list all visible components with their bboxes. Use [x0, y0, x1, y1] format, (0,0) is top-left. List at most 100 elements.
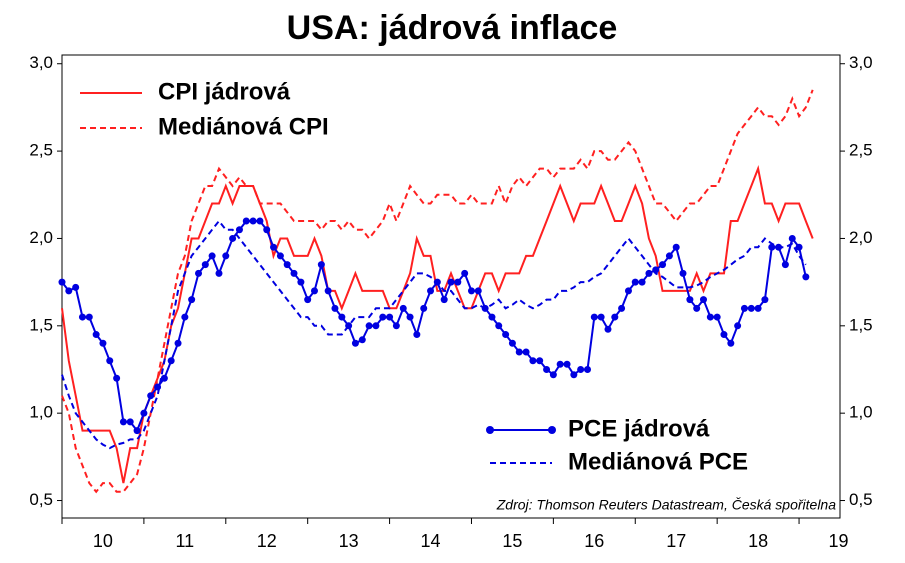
series-line	[61, 219, 807, 450]
point	[781, 261, 789, 269]
point	[645, 269, 653, 277]
x-tick-label: 11	[175, 531, 194, 551]
point	[536, 357, 544, 365]
point	[788, 234, 796, 242]
series-line	[61, 89, 814, 494]
point	[802, 273, 810, 281]
point	[747, 304, 755, 312]
point	[154, 383, 162, 391]
point	[420, 304, 428, 312]
point	[147, 392, 155, 400]
point	[761, 296, 769, 304]
point	[310, 287, 318, 295]
point	[529, 357, 537, 365]
point	[549, 371, 557, 379]
point	[140, 409, 148, 417]
point	[693, 304, 701, 312]
point	[263, 226, 271, 234]
legend-label: PCE jádrová	[568, 415, 710, 442]
y-tick-label: 2,5	[29, 141, 53, 160]
point	[515, 348, 523, 356]
legend-marker	[486, 426, 494, 434]
point	[734, 322, 742, 330]
y2-tick-label: 0,5	[849, 490, 873, 509]
point	[584, 365, 592, 373]
point	[638, 278, 646, 286]
point	[58, 278, 66, 286]
legend-marker	[548, 426, 556, 434]
y-tick-label: 0,5	[29, 490, 53, 509]
point	[379, 313, 387, 321]
point	[290, 269, 298, 277]
point	[474, 287, 482, 295]
point	[590, 313, 598, 321]
x-tick-label: 15	[502, 531, 522, 551]
point	[85, 313, 93, 321]
point	[276, 252, 284, 260]
point	[427, 287, 435, 295]
point	[65, 287, 73, 295]
point	[659, 261, 667, 269]
point	[720, 331, 728, 339]
point	[502, 331, 510, 339]
y2-tick-label: 1,5	[849, 315, 873, 334]
point	[624, 287, 632, 295]
point	[611, 313, 619, 321]
point	[672, 243, 680, 251]
point	[242, 217, 250, 225]
point	[304, 296, 312, 304]
point	[201, 261, 209, 269]
plot-frame	[61, 54, 841, 519]
point	[570, 371, 578, 379]
point	[126, 418, 134, 426]
point	[563, 360, 571, 368]
y-tick-label: 1,0	[29, 403, 53, 422]
x-tick-label: 19	[829, 531, 849, 551]
point	[740, 304, 748, 312]
point	[392, 322, 400, 330]
point	[324, 287, 332, 295]
point	[317, 261, 325, 269]
point	[386, 313, 394, 321]
point	[543, 365, 551, 373]
point	[440, 296, 448, 304]
point	[72, 283, 80, 291]
x-tick-label: 14	[421, 531, 441, 551]
point	[222, 252, 230, 260]
y-tick-label: 1,5	[29, 315, 53, 334]
point	[106, 357, 114, 365]
point	[358, 336, 366, 344]
point	[92, 331, 100, 339]
point	[133, 427, 141, 435]
point	[706, 313, 714, 321]
point	[686, 296, 694, 304]
point	[447, 278, 455, 286]
y-tick-label: 3,0	[29, 53, 53, 72]
point	[297, 278, 305, 286]
point	[119, 418, 127, 426]
legend-label: Mediánová CPI	[158, 113, 329, 140]
point	[679, 269, 687, 277]
x-tick-label: 12	[257, 531, 277, 551]
point	[522, 348, 530, 356]
x-tick-label: 17	[666, 531, 686, 551]
y2-tick-label: 2,0	[849, 228, 873, 247]
y2-tick-label: 1,0	[849, 403, 873, 422]
legend-label: CPI jádrová	[158, 78, 291, 105]
point	[78, 313, 86, 321]
y2-tick-label: 2,5	[849, 141, 873, 160]
point	[351, 339, 359, 347]
x-tick-label: 13	[339, 531, 359, 551]
point	[174, 339, 182, 347]
point	[631, 278, 639, 286]
point	[618, 304, 626, 312]
point	[597, 313, 605, 321]
x-tick-label: 10	[93, 531, 113, 551]
point	[283, 261, 291, 269]
legend-label: Mediánová PCE	[568, 448, 748, 475]
point	[713, 313, 721, 321]
series-line	[61, 220, 807, 433]
source-note: Zdroj: Thomson Reuters Datastream, Česká…	[496, 497, 836, 513]
point	[461, 269, 469, 277]
point	[488, 313, 496, 321]
